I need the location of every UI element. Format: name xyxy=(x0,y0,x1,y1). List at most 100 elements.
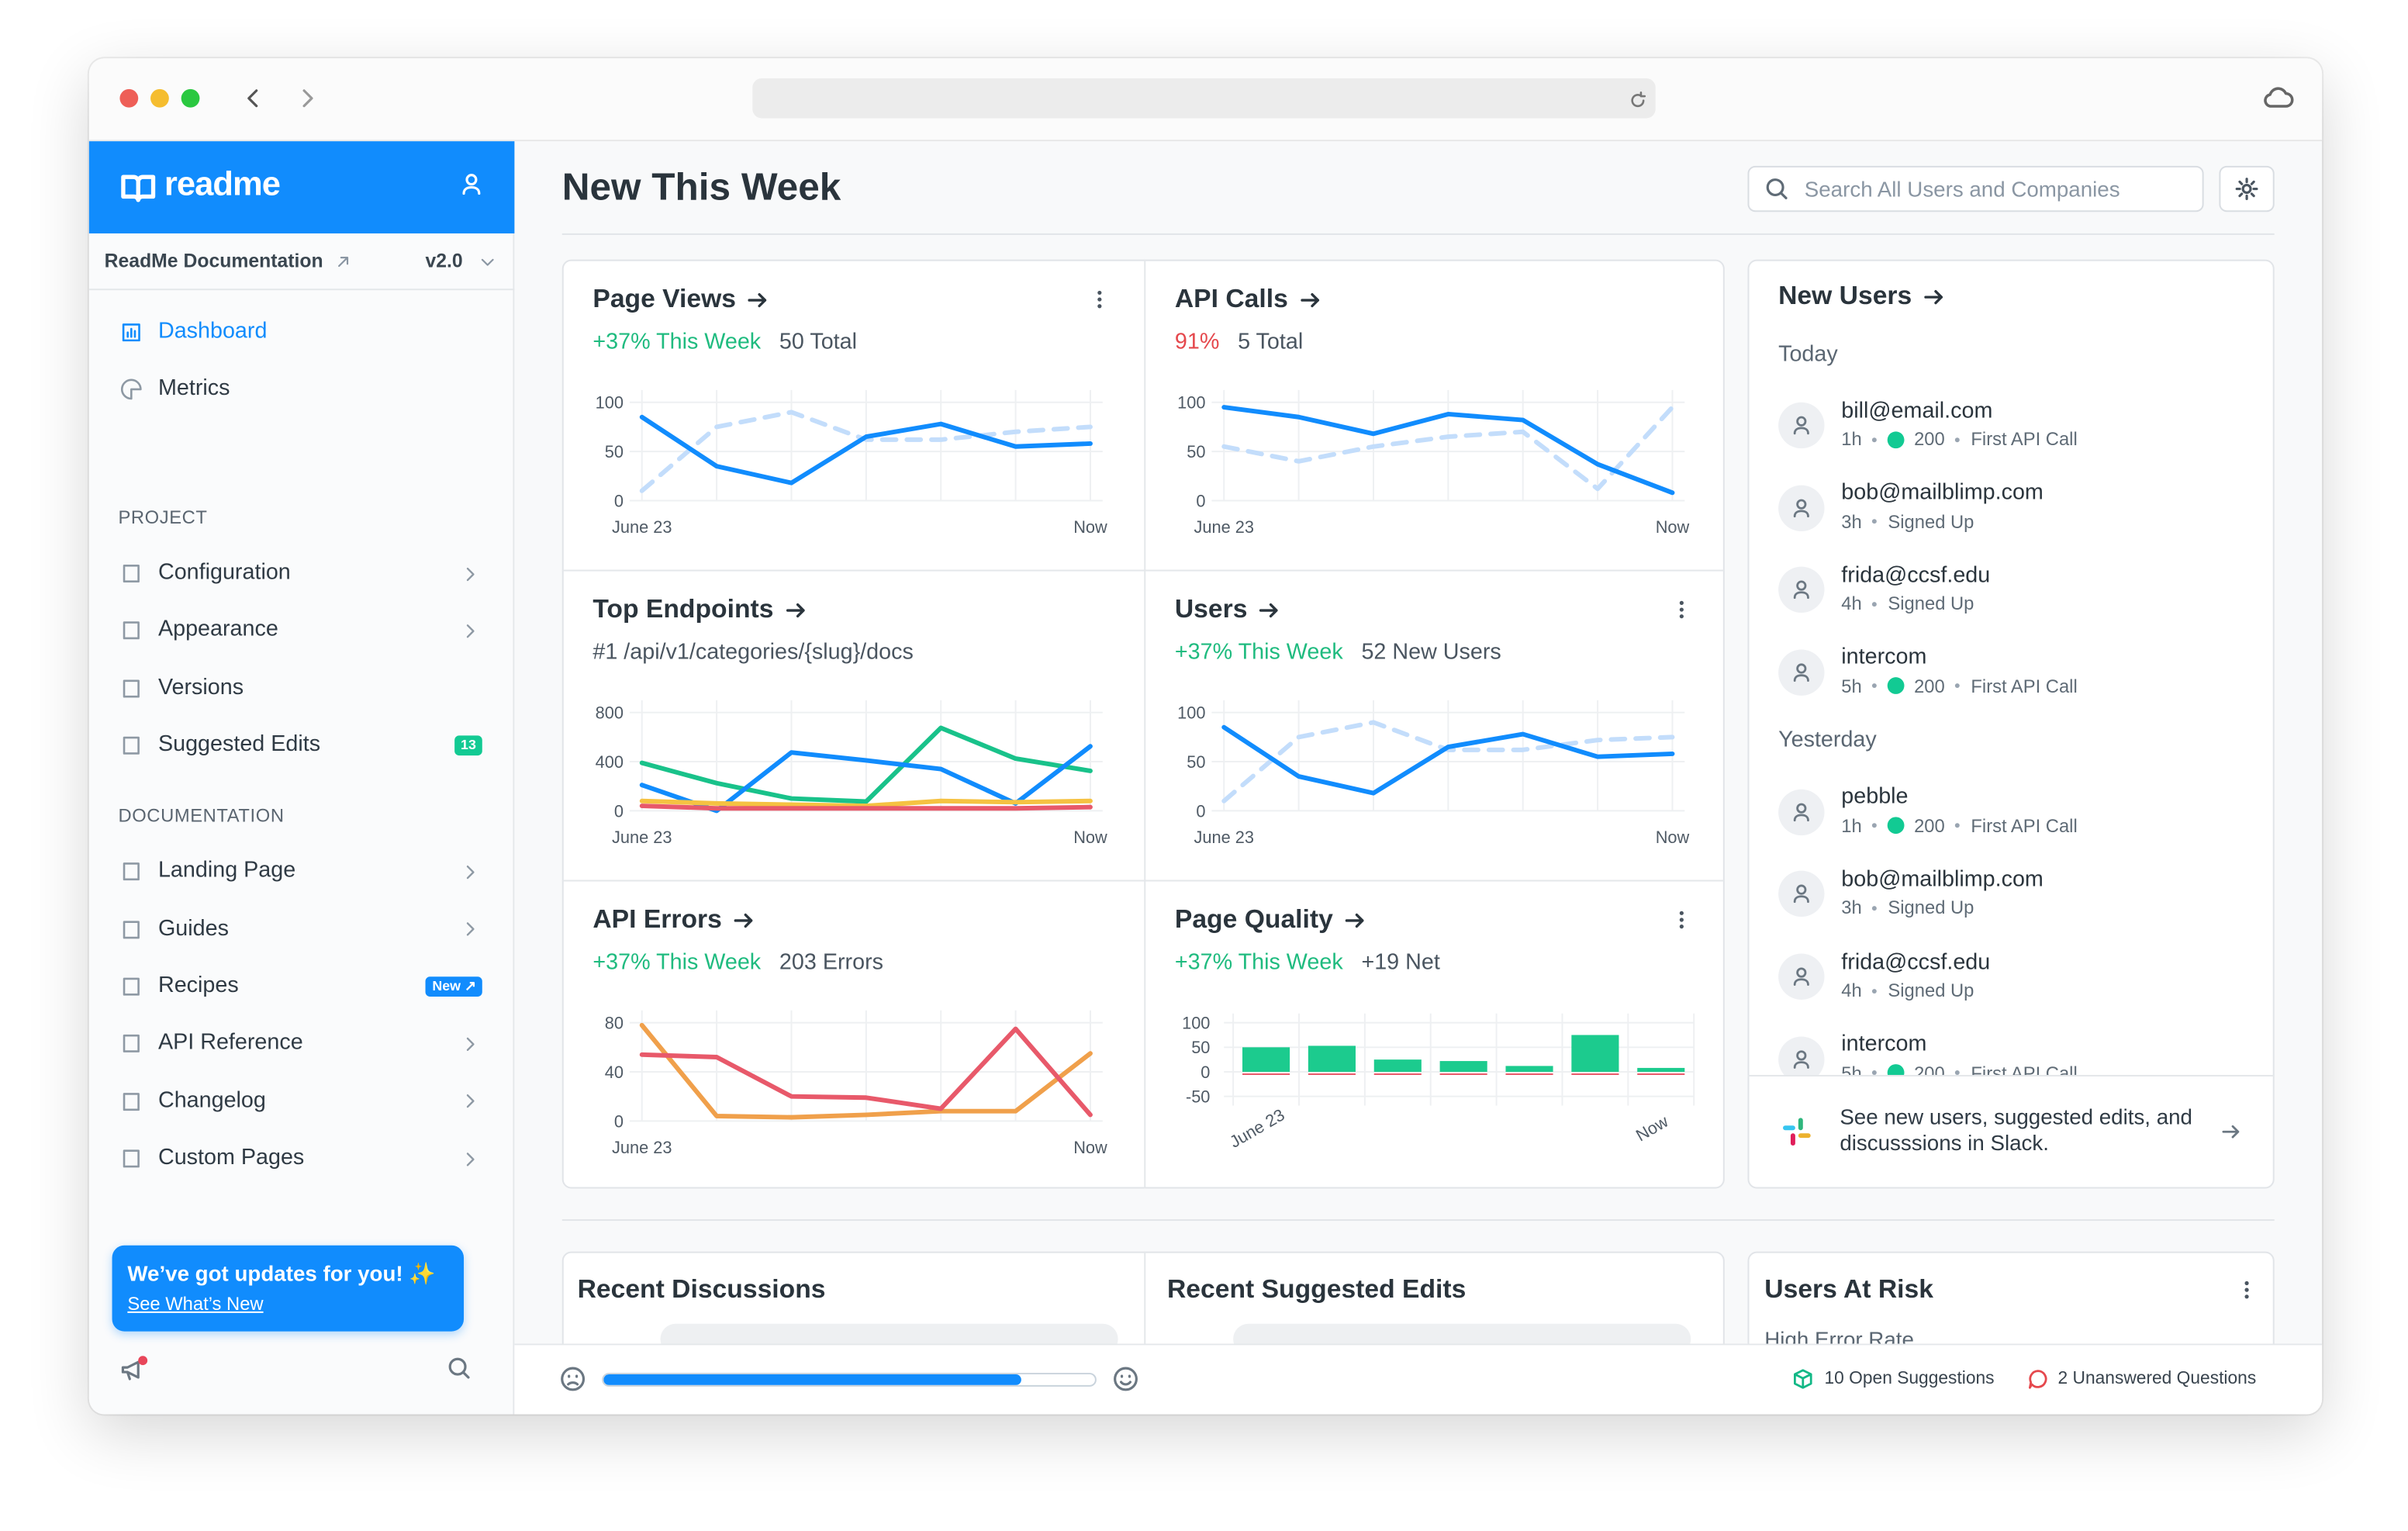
icon-shape xyxy=(1679,614,1684,619)
search-placeholder: Search All Users and Companies xyxy=(1804,176,2120,202)
y-tick-label: 50 xyxy=(1191,1038,1210,1057)
icon-arrow xyxy=(1259,602,1279,617)
status-dot xyxy=(1888,1064,1905,1075)
user-email[interactable]: bill@email.com xyxy=(1841,398,1993,423)
card-stats: #1 /api/v1/categories/{slug}/docs xyxy=(592,639,913,667)
nav-item[interactable]: Custom Pages xyxy=(157,1146,305,1171)
card-title-row[interactable]: Page Quality xyxy=(1175,903,1366,937)
search-box[interactable] xyxy=(1747,165,2204,213)
icon-shape xyxy=(786,602,805,617)
x-tick-label: Now xyxy=(1632,1111,1671,1146)
separator xyxy=(1872,905,1878,911)
card-title-row[interactable]: API Errors xyxy=(592,903,755,937)
nav-item[interactable]: Dashboard xyxy=(157,318,268,344)
nav-item[interactable]: Configuration xyxy=(157,560,291,586)
user-meta: 3h Signed Up xyxy=(1841,510,1974,534)
window-control xyxy=(150,88,169,108)
icon-dots xyxy=(1679,911,1684,929)
nav-item[interactable]: Appearance xyxy=(157,617,278,643)
icon-shape xyxy=(122,977,139,996)
icon-shape xyxy=(748,292,767,307)
nav-item[interactable]: Changelog xyxy=(157,1088,266,1114)
user-email[interactable]: bob@mailblimp.com xyxy=(1841,867,2044,893)
icon-shape xyxy=(2235,178,2258,200)
card-stats: 91% 5 Total xyxy=(1175,329,1303,357)
icon-chev xyxy=(466,566,475,581)
icon-shape xyxy=(1345,912,1364,928)
version[interactable]: v2.0 xyxy=(425,250,463,272)
line-series xyxy=(639,798,1093,809)
nav-item[interactable]: Suggested Edits xyxy=(157,732,321,758)
y-tick-label: 100 xyxy=(596,393,624,413)
icon-user xyxy=(462,174,481,195)
card-stat: #1 /api/v1/categories/{slug}/docs xyxy=(592,640,914,665)
nav-item[interactable]: API Reference xyxy=(157,1031,303,1056)
nav-item[interactable]: Guides xyxy=(157,916,229,942)
nav-item[interactable]: Versions xyxy=(157,675,244,700)
user-email[interactable]: intercom xyxy=(1841,1032,1927,1057)
icon-gen xyxy=(122,920,139,938)
icon-shape xyxy=(1793,663,1809,682)
user-email[interactable]: bob@mailblimp.com xyxy=(1841,481,2044,506)
icon-dots xyxy=(2244,1280,2249,1299)
icon-shape xyxy=(122,622,139,641)
icon-shape xyxy=(561,1367,585,1391)
status-text[interactable]: 10 Open Suggestions xyxy=(1824,1369,1995,1388)
user-action: Signed Up xyxy=(1888,510,1974,533)
chart: 0 400 800 June 23 Now xyxy=(596,700,1107,847)
y-tick-label: 50 xyxy=(1187,442,1205,461)
user-action: Signed Up xyxy=(1888,897,1974,919)
icon-arrow xyxy=(2222,1125,2240,1139)
slack-text[interactable]: See new users, suggested edits, and disc… xyxy=(1840,1104,2192,1155)
nav-item[interactable]: Landing Page xyxy=(157,859,296,883)
settings-button[interactable] xyxy=(2219,165,2275,213)
icon-shape xyxy=(121,175,156,202)
icon-shape xyxy=(1679,911,1684,915)
user-email[interactable]: frida@ccsf.edu xyxy=(1841,949,1991,975)
card-title-row[interactable]: Page Views xyxy=(592,282,769,316)
user-meta: 1h 200 First API Call xyxy=(1841,814,2077,838)
nav-item[interactable]: Recipes xyxy=(157,973,239,999)
bar xyxy=(1439,1061,1487,1072)
icon-reload xyxy=(1630,90,1646,107)
icon-shape xyxy=(1794,1369,1812,1389)
window-control xyxy=(119,88,139,108)
icon-arrow xyxy=(734,912,753,928)
nav-item[interactable]: Metrics xyxy=(157,376,230,401)
user-email[interactable]: pebble xyxy=(1841,785,1909,810)
bar xyxy=(1242,1047,1290,1072)
line-series xyxy=(1221,724,1675,796)
icon-shape xyxy=(1793,498,1809,517)
user-email[interactable]: frida@ccsf.edu xyxy=(1841,563,1991,588)
updates-link[interactable]: See What’s New xyxy=(127,1293,264,1315)
icon-shape xyxy=(1679,924,1684,929)
user-time: 3h xyxy=(1841,897,1862,919)
user-email[interactable]: intercom xyxy=(1841,645,1927,670)
updates-box: We’ve got updates for you! ✨ See What’s N… xyxy=(112,1245,465,1332)
line-series xyxy=(1221,405,1675,496)
icon-shape xyxy=(122,1149,139,1168)
icon-shape xyxy=(122,564,139,583)
icon-shape xyxy=(1793,1049,1809,1069)
icon-shape xyxy=(2222,1125,2240,1139)
card-title-row[interactable]: Top Endpoints xyxy=(592,593,807,627)
user-status: 200 xyxy=(1914,1062,1945,1075)
card-stat: +37% This Week xyxy=(1174,640,1343,665)
icon-book xyxy=(121,175,156,202)
icon-shape xyxy=(1259,602,1279,617)
icon-shape xyxy=(466,624,475,638)
icon-arrow xyxy=(1345,912,1364,928)
bottom-card-title: Recent Suggested Edits xyxy=(1166,1274,1467,1304)
card-title-row[interactable]: Users xyxy=(1175,593,1281,627)
icon-shape xyxy=(337,256,348,267)
project-name[interactable]: ReadMe Documentation xyxy=(104,250,323,272)
badge: 13 xyxy=(454,734,482,755)
x-tick-label: June 23 xyxy=(1194,517,1254,537)
icon-chev xyxy=(466,1037,475,1051)
panel-title-row[interactable]: New Users xyxy=(1778,279,1946,313)
icon-cloud xyxy=(2264,87,2294,108)
card-title-row[interactable]: API Calls xyxy=(1175,282,1322,316)
status-text[interactable]: 2 Unanswered Questions xyxy=(2057,1369,2257,1388)
icon-shape xyxy=(122,737,139,755)
icon-down xyxy=(480,257,493,265)
